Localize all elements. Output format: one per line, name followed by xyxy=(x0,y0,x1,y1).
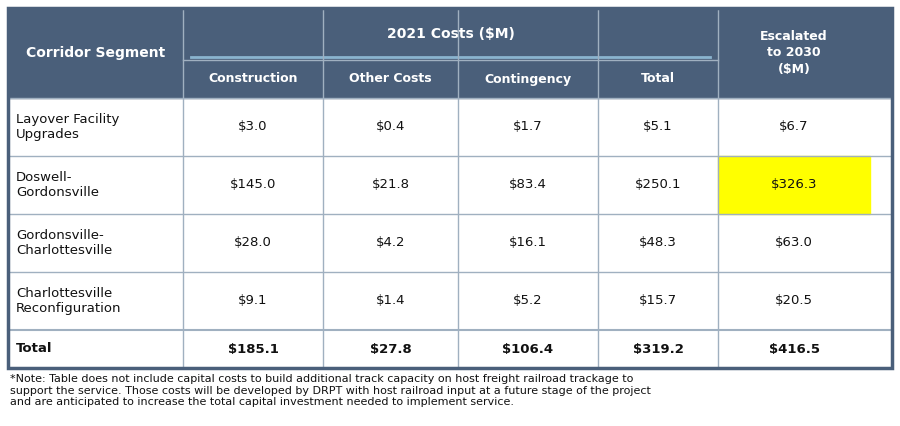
Text: Contingency: Contingency xyxy=(484,72,572,86)
Text: $15.7: $15.7 xyxy=(639,294,677,308)
Text: $326.3: $326.3 xyxy=(770,178,817,192)
Text: Construction: Construction xyxy=(208,72,298,86)
Text: Charlottesville
Reconfiguration: Charlottesville Reconfiguration xyxy=(16,287,122,315)
Bar xyxy=(8,214,892,272)
Text: $145.0: $145.0 xyxy=(230,178,276,192)
Text: Escalated
to 2030
($M): Escalated to 2030 ($M) xyxy=(760,30,828,76)
Text: Other Costs: Other Costs xyxy=(349,72,432,86)
Bar xyxy=(718,156,870,214)
Text: $106.4: $106.4 xyxy=(502,343,554,356)
Text: $63.0: $63.0 xyxy=(775,236,813,250)
Text: $185.1: $185.1 xyxy=(228,343,278,356)
Text: Gordonsville-
Charlottesville: Gordonsville- Charlottesville xyxy=(16,229,112,257)
Bar xyxy=(8,8,892,98)
Text: $20.5: $20.5 xyxy=(775,294,813,308)
Bar xyxy=(8,156,892,214)
Text: Layover Facility
Upgrades: Layover Facility Upgrades xyxy=(16,113,120,141)
Text: $48.3: $48.3 xyxy=(639,236,677,250)
Text: Total: Total xyxy=(641,72,675,86)
Text: $1.4: $1.4 xyxy=(376,294,405,308)
Text: $4.2: $4.2 xyxy=(376,236,405,250)
Text: $416.5: $416.5 xyxy=(769,343,820,356)
Bar xyxy=(8,98,892,156)
Text: $5.1: $5.1 xyxy=(644,121,673,133)
Text: Total: Total xyxy=(16,343,52,356)
Text: $6.7: $6.7 xyxy=(779,121,809,133)
Bar xyxy=(8,272,892,330)
Text: $28.0: $28.0 xyxy=(234,236,272,250)
Text: $3.0: $3.0 xyxy=(238,121,268,133)
Text: *Note: Table does not include capital costs to build additional track capacity o: *Note: Table does not include capital co… xyxy=(10,374,651,407)
Text: $0.4: $0.4 xyxy=(376,121,405,133)
Text: $9.1: $9.1 xyxy=(238,294,268,308)
Text: 2021 Costs ($M): 2021 Costs ($M) xyxy=(387,27,515,41)
Text: $1.7: $1.7 xyxy=(513,121,543,133)
Bar xyxy=(8,8,892,368)
Text: Corridor Segment: Corridor Segment xyxy=(26,46,165,60)
Text: $5.2: $5.2 xyxy=(513,294,543,308)
Text: Doswell-
Gordonsville: Doswell- Gordonsville xyxy=(16,171,99,199)
Text: $27.8: $27.8 xyxy=(370,343,411,356)
Text: $319.2: $319.2 xyxy=(633,343,683,356)
Text: $16.1: $16.1 xyxy=(509,236,547,250)
Bar xyxy=(8,330,892,368)
Text: $250.1: $250.1 xyxy=(634,178,681,192)
Text: $83.4: $83.4 xyxy=(509,178,547,192)
Text: $21.8: $21.8 xyxy=(372,178,410,192)
